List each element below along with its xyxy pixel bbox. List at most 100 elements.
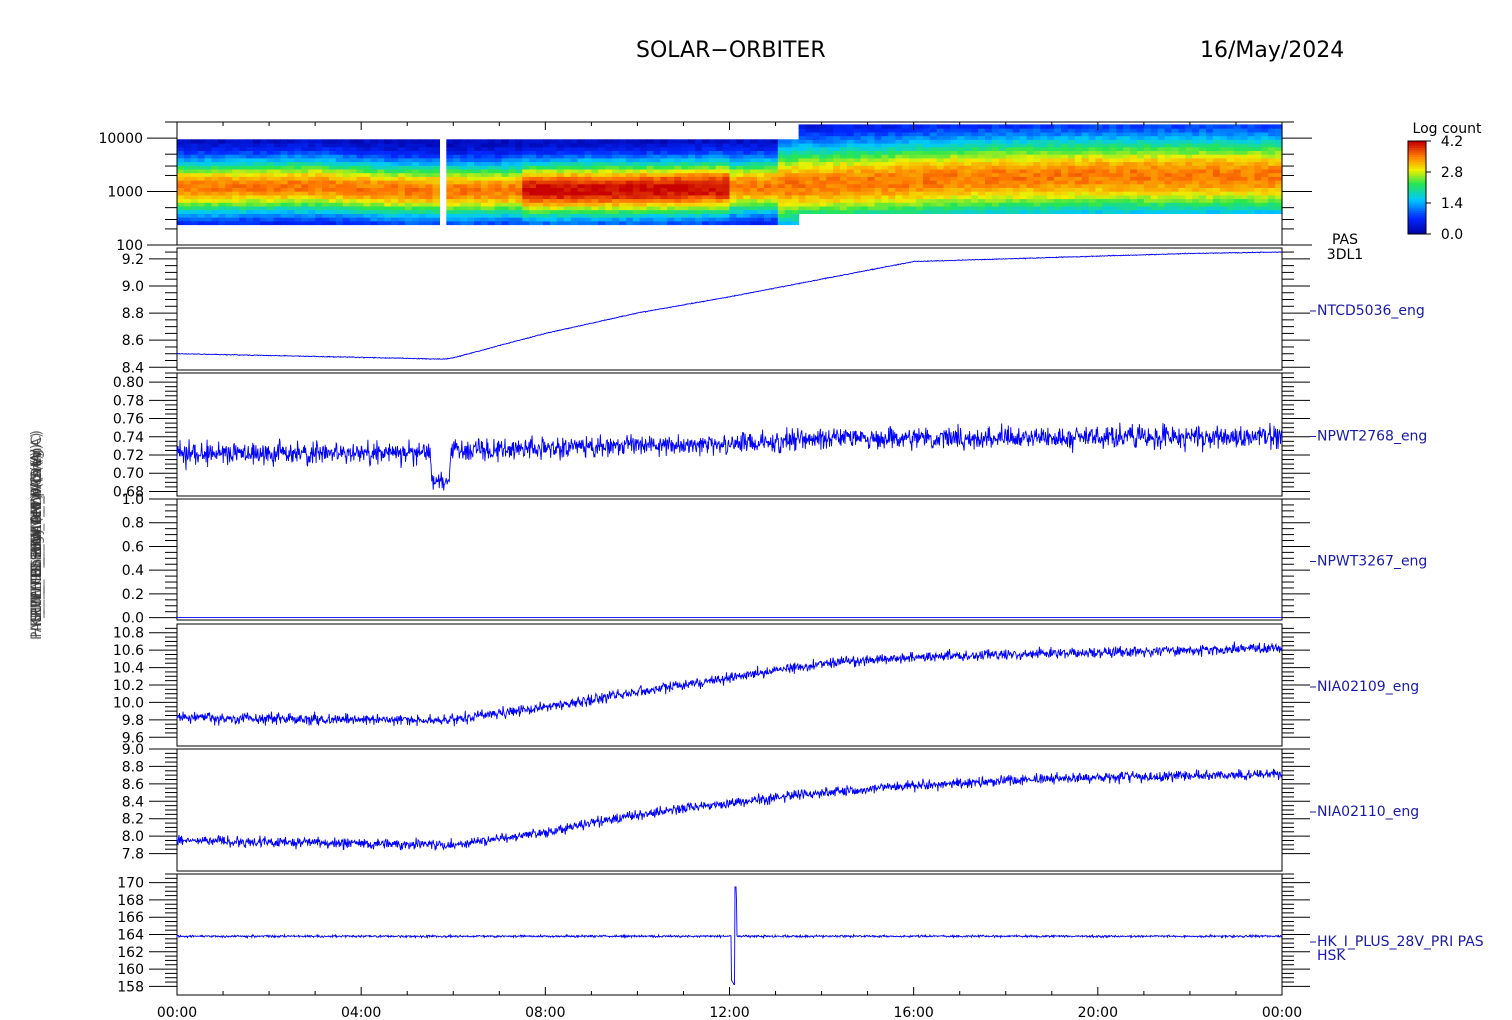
spectrogram-cell xyxy=(218,176,226,181)
spectrogram-cell xyxy=(1261,154,1269,159)
spectrogram-cell xyxy=(777,194,786,200)
spectrogram-cell xyxy=(681,161,689,166)
spectrogram-cell xyxy=(253,183,261,188)
spectrogram-cell xyxy=(501,187,510,192)
spectrogram-cell xyxy=(315,202,323,207)
spectrogram-cell xyxy=(1130,146,1138,151)
spectrogram-cell xyxy=(798,172,807,177)
colorbar-swatch xyxy=(1408,215,1426,219)
spectrogram-cell xyxy=(625,161,634,166)
spectrogram-cell xyxy=(453,205,461,211)
spectrogram-cell xyxy=(294,180,302,185)
spectrogram-cell xyxy=(218,194,226,200)
spectrogram-cell xyxy=(929,176,938,181)
spectrogram-cell xyxy=(1123,124,1131,129)
spectrogram-cell xyxy=(536,146,544,151)
spectrogram-cell xyxy=(1026,176,1034,181)
spectrogram-cell xyxy=(1137,202,1145,207)
spectrogram-cell xyxy=(1261,165,1269,170)
spectrogram-cell xyxy=(757,187,765,192)
spectrogram-cell xyxy=(660,165,668,170)
spectrogram-cell xyxy=(909,124,917,129)
y-tick-label: 1.0 xyxy=(122,492,144,508)
spectrogram-cell xyxy=(204,191,213,196)
spectrogram-cell xyxy=(1143,176,1152,181)
spectrogram-cell xyxy=(860,202,869,207)
spectrogram-cell xyxy=(1199,139,1207,144)
spectrogram-cell xyxy=(985,172,993,177)
spectrogram-cell xyxy=(909,168,917,174)
spectrogram-cell xyxy=(1040,131,1048,137)
spectrogram-cell xyxy=(384,209,392,214)
spectrogram-cell xyxy=(1254,172,1262,177)
spectrogram-cell xyxy=(736,198,744,203)
spectrogram-cell xyxy=(757,213,765,218)
spectrogram-cell xyxy=(480,146,489,151)
spectrogram-cell xyxy=(1192,146,1200,151)
spectrogram-cell xyxy=(1088,191,1097,196)
y-tick-label: 0.78 xyxy=(113,393,144,409)
spectrogram-cell xyxy=(211,194,219,200)
spectrogram-cell xyxy=(1026,187,1034,192)
spectrogram-cell xyxy=(253,213,261,218)
spectrogram-cell xyxy=(549,150,558,155)
spectrogram-cell xyxy=(1019,194,1028,200)
spectrogram-cell xyxy=(342,202,351,207)
spectrogram-cell xyxy=(494,176,503,181)
spectrogram-cell xyxy=(1226,209,1235,214)
spectrogram-cell xyxy=(909,209,917,214)
spectrogram-cell xyxy=(1054,124,1062,129)
spectrogram-cell xyxy=(819,161,827,166)
spectrogram-cell xyxy=(287,183,295,188)
spectrogram-cell xyxy=(1212,157,1221,163)
spectrogram-cell xyxy=(460,172,468,177)
spectrogram-cell xyxy=(398,176,406,181)
spectrogram-cell xyxy=(812,128,820,133)
spectrogram-cell xyxy=(916,209,924,214)
spectrogram-cell xyxy=(1012,135,1021,140)
spectrogram-cell xyxy=(1074,131,1083,137)
spectrogram-cell xyxy=(632,150,641,155)
spectrogram-cell xyxy=(916,194,924,200)
spectrogram-cell xyxy=(1067,209,1076,214)
spectrogram-cell xyxy=(1219,150,1228,155)
spectrogram-cell xyxy=(1067,205,1076,211)
spectrogram-cell xyxy=(467,139,475,144)
spectrogram-cell xyxy=(653,194,661,200)
spectrogram-cell xyxy=(1074,209,1083,214)
spectrogram-cell xyxy=(1261,146,1269,151)
spectrogram-cell xyxy=(1268,128,1276,133)
spectrogram-cell xyxy=(1212,161,1221,166)
spectrogram-cell xyxy=(480,172,489,177)
series-label: NTCD5036_eng xyxy=(1317,303,1425,319)
spectrogram-cell xyxy=(349,139,358,144)
spectrogram-cell xyxy=(722,180,731,185)
spectrogram-cell xyxy=(770,143,779,148)
spectrogram-cell xyxy=(798,146,807,151)
spectrogram-cell xyxy=(501,205,510,211)
spectrogram-cell xyxy=(1226,161,1235,166)
spectrogram-cell xyxy=(391,154,399,159)
spectrogram-cell xyxy=(612,146,620,151)
spectrogram-cell xyxy=(1185,143,1193,148)
spectrogram-cell xyxy=(991,168,1000,174)
spectrogram-cell xyxy=(612,220,620,226)
y-tick-label: 0.6 xyxy=(122,539,144,555)
spectrogram-cell xyxy=(515,202,523,207)
spectrogram-cell xyxy=(211,157,219,163)
spectrogram-cell xyxy=(391,172,399,177)
spectrogram-cell xyxy=(646,187,655,192)
spectrogram-cell xyxy=(446,176,454,181)
spectrogram-cell xyxy=(902,194,910,200)
spectrogram-cell xyxy=(197,154,206,159)
spectrogram-cell xyxy=(833,209,841,214)
spectrogram-cell xyxy=(715,161,724,166)
spectrogram-cell xyxy=(991,157,1000,163)
spectrogram-cell xyxy=(501,183,510,188)
spectrogram-cell xyxy=(770,168,779,174)
spectrogram-cell xyxy=(826,176,834,181)
spectrogram-cell xyxy=(494,154,503,159)
spectrogram-cell xyxy=(549,172,558,177)
spectrogram-cell xyxy=(1095,165,1103,170)
spectrogram-cell xyxy=(798,165,807,170)
